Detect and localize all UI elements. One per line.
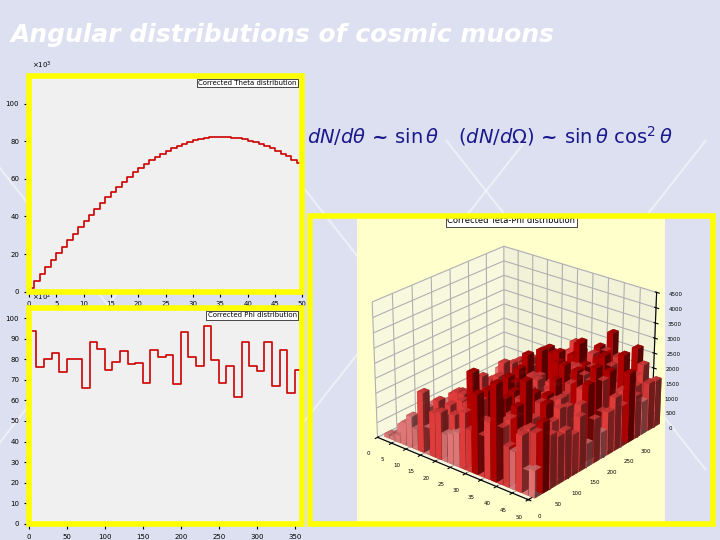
Text: $\times 10^2$: $\times 10^2$ xyxy=(32,292,51,303)
Text: Angular distributions of cosmic muons: Angular distributions of cosmic muons xyxy=(11,23,554,47)
Text: $dN/d\theta$ ~ $\sin\theta$   $(dN/d\Omega)$ ~ $\sin\theta$ $\cos^2\theta$: $dN/d\theta$ ~ $\sin\theta$ $(dN/d\Omega… xyxy=(307,124,672,148)
Text: $\times 10^3$: $\times 10^3$ xyxy=(32,60,51,71)
Text: Corrected Phi distribution: Corrected Phi distribution xyxy=(208,312,297,318)
Text: Corrected Teta-Phi distribution: Corrected Teta-Phi distribution xyxy=(447,216,575,225)
Text: Corrected Theta distribution: Corrected Theta distribution xyxy=(199,80,297,86)
